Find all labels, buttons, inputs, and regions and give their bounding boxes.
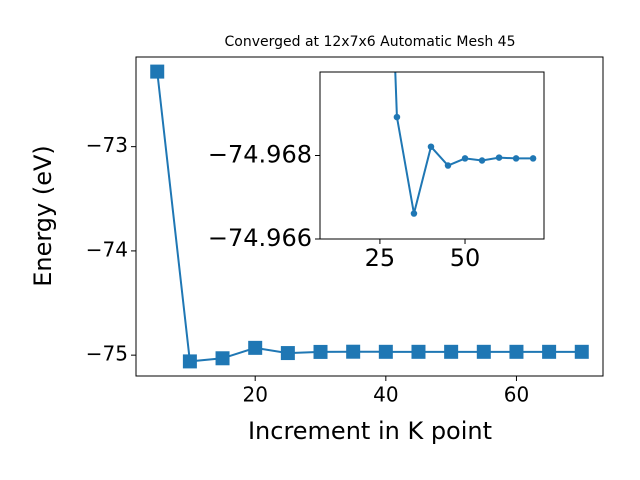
x-tick-label: 40: [373, 383, 398, 407]
marker: [280, 346, 295, 361]
y-tick-label: −74: [86, 237, 128, 261]
y-tick-label: −73: [86, 133, 128, 157]
marker: [509, 344, 524, 359]
marker: [150, 64, 165, 79]
chart-title: Converged at 12x7x6 Automatic Mesh 45: [225, 34, 516, 50]
marker: [512, 155, 520, 162]
marker: [411, 344, 426, 359]
marker: [478, 157, 486, 164]
y-tick-label: −75: [86, 342, 128, 366]
marker: [476, 344, 491, 359]
y-tick-label: −74.968: [208, 141, 312, 169]
marker: [495, 154, 503, 161]
axes-frame: [135, 56, 604, 377]
inset-background: [320, 72, 544, 239]
marker: [313, 344, 328, 359]
x-axis-label: Increment in K point: [248, 417, 492, 445]
plot-area: [150, 64, 589, 369]
marker: [182, 354, 197, 369]
marker: [427, 143, 435, 150]
marker: [215, 351, 230, 366]
plot-area: [393, 72, 537, 217]
marker: [461, 155, 469, 162]
series-line: [394, 72, 534, 214]
y-tick-label: −74.966: [208, 224, 312, 252]
axes-frame: [319, 71, 545, 240]
x-tick-label: 25: [365, 244, 396, 272]
x-tick-label: 20: [242, 383, 267, 407]
marker: [410, 210, 418, 217]
y-axis-label: Energy (eV): [29, 145, 57, 287]
marker: [346, 344, 361, 359]
marker: [444, 344, 459, 359]
x-tick-label: 60: [504, 383, 529, 407]
marker: [542, 344, 557, 359]
x-tick-label: 50: [450, 244, 481, 272]
marker: [393, 113, 401, 121]
marker: [574, 344, 589, 359]
marker: [248, 340, 263, 355]
marker: [529, 155, 537, 162]
marker: [378, 344, 393, 359]
marker: [444, 162, 452, 169]
